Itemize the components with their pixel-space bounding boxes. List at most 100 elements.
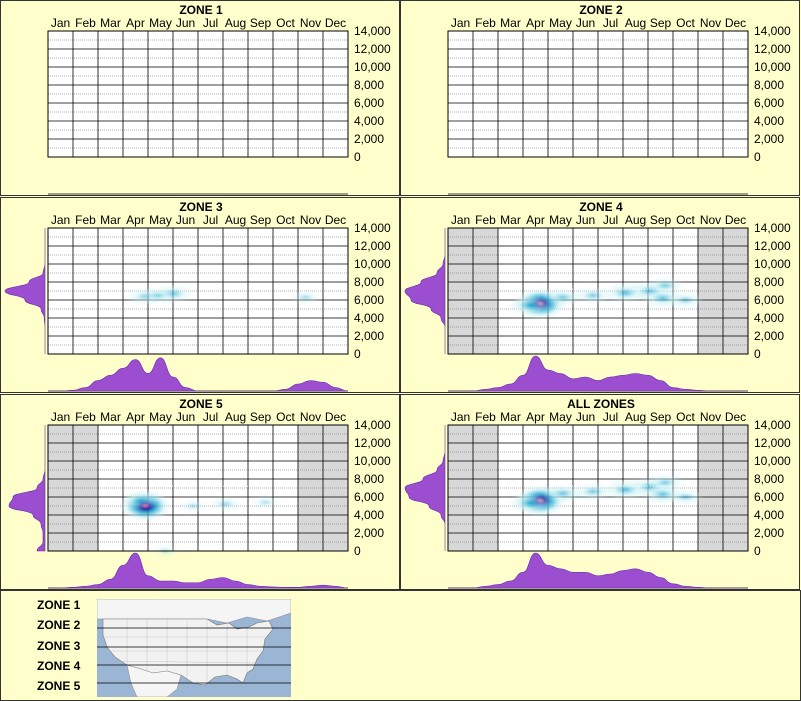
heat-hotspot [666,488,705,506]
month-tick-label: Oct [676,16,695,30]
plot-frame [47,227,349,355]
month-tick-label: Jun [576,16,595,30]
heat-hotspot [177,498,209,514]
elevation-tick-label: 14,000 [754,418,791,432]
month-tick-label: Nov [700,410,721,424]
panel-chart-svg: Jan Feb Mar Apr May Jun Jul Aug Sep Oct Nov Dec 14,0… [404,213,791,392]
month-tick-label: Feb [75,213,96,227]
elevation-tick-label: 6,000 [754,490,784,504]
panel-chart-svg: Jan Feb Mar Apr May Jun Jul Aug Sep Oct Nov Dec 14,0… [47,16,391,195]
month-tick-label: May [549,213,572,227]
month-tick-label: Dec [325,16,346,30]
legend-zone-5-label: ZONE 5 [37,679,81,693]
panel-chart-svg: Jan Feb Mar Apr May Jun Jul Aug Sep Oct Nov Dec 14,0… [447,16,791,195]
heat-hotspot [289,289,322,306]
month-tick-label: Jan [51,410,70,424]
elevation-tick-label: 8,000 [754,78,784,92]
month-tick-label: Mar [500,410,521,424]
month-tick-label: Jun [576,213,595,227]
month-tick-label: Jan [51,16,70,30]
month-tick-label: Mar [100,213,121,227]
heat-hotspot [645,473,686,492]
elevation-tick-label: 12,000 [354,239,391,253]
month-tick-label: May [149,410,172,424]
month-tick-label: Jan [51,213,70,227]
elevation-tick-label: 2,000 [354,329,384,343]
month-tick-label: Aug [625,410,646,424]
shaded-month [723,425,748,551]
month-tick-label: Nov [700,213,721,227]
month-tick-label: Dec [725,213,746,227]
elevation-tick-label: 4,000 [754,311,784,325]
month-tick-label: May [149,16,172,30]
month-tick-label: Nov [700,16,721,30]
elevation-tick-label: 10,000 [754,454,791,468]
month-tick-label: May [549,410,572,424]
y-density-curve [404,228,446,355]
plot-frame [447,424,749,552]
elevation-tick-label: 0 [754,544,761,558]
shaded-month [723,228,748,354]
heat-hotspot [140,287,176,304]
month-tick-label: Jun [176,213,195,227]
month-tick-label: Nov [300,213,321,227]
panel-title: ZONE 1 [179,3,223,17]
elevation-tick-label: 8,000 [354,275,384,289]
month-tick-label: Nov [300,16,321,30]
month-tick-label: Sep [650,410,672,424]
heat-hotspot [541,483,585,504]
month-tick-label: Aug [625,16,646,30]
month-tick-label: Aug [225,410,246,424]
elevation-tick-label: 0 [354,150,361,164]
month-tick-label: Sep [250,16,272,30]
elevation-tick-label: 2,000 [354,132,384,146]
heat-hotspot [208,496,243,513]
month-tick-label: Oct [276,213,295,227]
month-tick-label: Apr [526,16,545,30]
panel-title: ZONE 4 [579,200,623,214]
panel-zone-3: ZONE 3 Jan Feb Mar Apr May Jun Jul Aug Sep Oct Nov D… [0,197,400,393]
month-tick-label: Apr [526,213,545,227]
legend-zone-4-label: ZONE 4 [37,659,81,673]
plot-frame [47,30,349,158]
elevation-tick-label: 2,000 [354,526,384,540]
elevation-tick-label: 12,000 [354,436,391,450]
elevation-tick-label: 6,000 [754,96,784,110]
y-density-curve [404,425,446,552]
elevation-tick-label: 6,000 [354,293,384,307]
month-tick-label: Feb [75,410,96,424]
elevation-tick-label: 8,000 [754,472,784,486]
heat-hotspot [250,494,281,510]
zone-legend: ZONE 1 ZONE 2 ZONE 3 ZONE 4 ZONE 5 [0,590,801,701]
elevation-tick-label: 10,000 [354,454,391,468]
elevation-tick-label: 4,000 [754,508,784,522]
panel-title: ZONE 5 [179,397,223,411]
month-tick-label: Nov [300,410,321,424]
panel-title: ZONE 2 [579,3,623,17]
elevation-tick-label: 0 [354,347,361,361]
y-density-curve [4,228,46,355]
elevation-tick-label: 8,000 [754,275,784,289]
elevation-tick-label: 12,000 [754,239,791,253]
elevation-tick-label: 6,000 [354,490,384,504]
month-tick-label: Sep [650,16,672,30]
month-tick-label: Jan [451,410,470,424]
x-density-curve [448,552,748,589]
month-tick-label: Feb [475,213,496,227]
month-tick-label: May [149,213,172,227]
month-tick-label: Dec [325,410,346,424]
month-tick-label: Aug [225,213,246,227]
month-tick-label: Mar [500,213,521,227]
heat-hotspot [507,295,554,316]
elevation-tick-label: 2,000 [754,329,784,343]
shaded-month [73,425,98,551]
heat-hotspot [573,286,613,305]
month-tick-label: Jul [203,213,218,227]
month-tick-label: Mar [100,16,121,30]
elevation-tick-label: 4,000 [354,114,384,128]
elevation-tick-label: 6,000 [754,293,784,307]
panel-zone-1: ZONE 1 Jan Feb Mar Apr May Jun Jul Aug Sep Oct Nov D… [0,0,400,196]
month-tick-label: Aug [625,213,646,227]
elevation-tick-label: 10,000 [754,257,791,271]
elevation-tick-label: 0 [754,150,761,164]
